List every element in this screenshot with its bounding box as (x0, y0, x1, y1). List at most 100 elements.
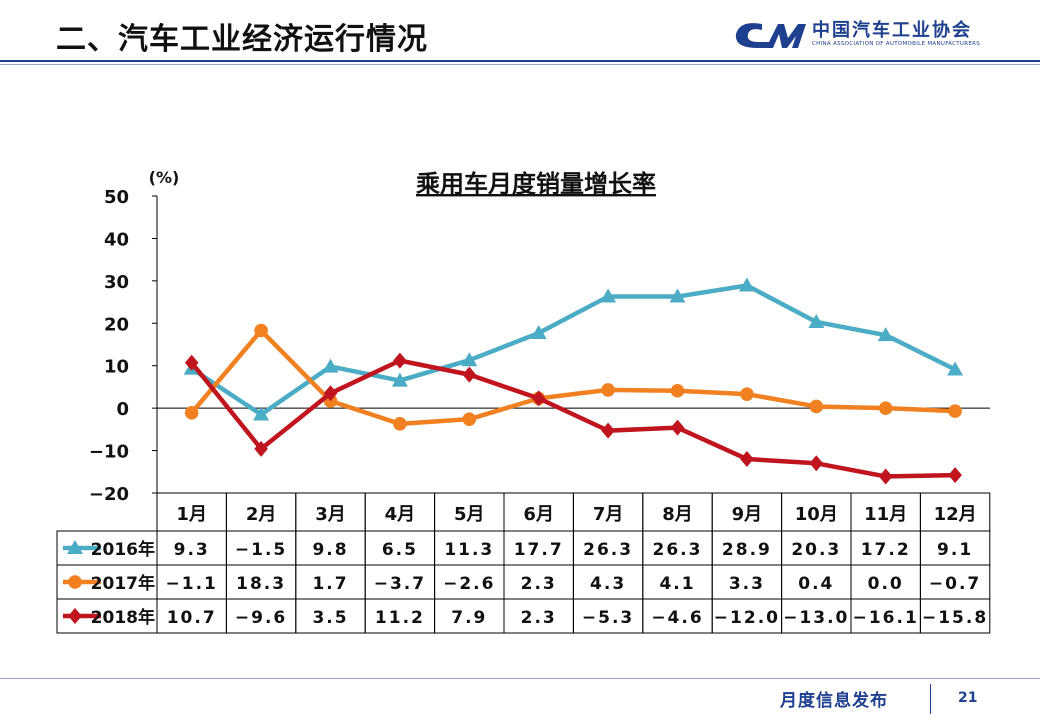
growth-rate-chart: 乘用车月度销量增长率 (%) 50 40 30 20 10 0 −10 −20 1月 2月 3月 4… (56, 168, 991, 634)
value-label: 28.9 (722, 540, 772, 560)
value-label: −0.7 (929, 574, 981, 594)
value-label: 10.7 (167, 608, 217, 628)
header-rule (0, 60, 1040, 62)
data-point (878, 401, 893, 415)
value-label: 11.2 (375, 608, 425, 628)
data-point (809, 455, 824, 472)
data-point (948, 467, 962, 484)
value-label: −13.0 (783, 608, 849, 628)
data-point (877, 327, 894, 342)
value-label: 0.0 (868, 574, 904, 594)
chart-title: 乘用车月度销量增长率 (415, 170, 656, 198)
category-label: 4月 (385, 504, 416, 525)
series-line (189, 328, 956, 427)
legend-label: 2016年 (91, 539, 155, 560)
footer-label: 月度信息发布 (780, 691, 888, 711)
value-label: −12.0 (714, 608, 780, 628)
data-point (809, 399, 824, 414)
data-point (600, 288, 617, 303)
data-point (462, 412, 477, 426)
value-label: 26.3 (583, 540, 633, 560)
data-point (947, 361, 964, 376)
series-1 (183, 277, 964, 421)
y-tick-label: 10 (104, 357, 129, 378)
value-label: 18.3 (236, 574, 286, 594)
data-point (601, 383, 615, 397)
data-point (740, 387, 754, 401)
value-label: −2.6 (443, 574, 495, 594)
value-label: 2.3 (521, 574, 557, 594)
value-label: 6.5 (382, 540, 418, 560)
value-label: −1.5 (235, 540, 287, 560)
data-point (323, 385, 338, 402)
logo-name: 中国汽车工业协会 (812, 20, 972, 41)
data-point (253, 406, 270, 421)
value-label: 20.3 (791, 540, 841, 560)
value-label: 9.8 (312, 540, 348, 560)
y-tick-label: 40 (104, 229, 129, 250)
legend-label: 2018年 (91, 607, 155, 628)
data-point (948, 404, 962, 418)
data-point (740, 451, 754, 468)
value-label: 7.9 (451, 608, 487, 628)
legend-marker (68, 575, 82, 589)
cam-logo-icon (735, 23, 806, 48)
category-label: 9月 (732, 504, 763, 525)
data-point (393, 352, 407, 369)
category-label: 1月 (176, 504, 207, 525)
data-point (322, 358, 339, 373)
data-point (670, 383, 685, 398)
y-tick-label: 20 (104, 314, 129, 335)
data-point (184, 406, 199, 420)
page-number: 21 (958, 690, 978, 706)
value-label: 9.1 (937, 540, 973, 560)
footer-divider (930, 684, 931, 714)
value-label: −5.3 (582, 608, 634, 628)
category-label: 8月 (662, 504, 693, 525)
logo: 中国汽车工业协会 CHINA ASSOCIATION OF AUTOMOBILE… (732, 14, 1002, 56)
legend-marker (67, 540, 83, 554)
category-label: 10月 (795, 504, 838, 525)
header-rule-thin (0, 64, 1040, 65)
slide-title: 二、汽车工业经济运行情况 (56, 22, 428, 57)
series-line (190, 283, 957, 417)
data-point (670, 419, 685, 436)
data-point (254, 323, 268, 338)
value-label: 0.4 (798, 574, 834, 594)
data-point (669, 288, 686, 303)
y-axis-unit-label: (%) (149, 168, 180, 187)
category-label: 12月 (934, 504, 977, 525)
category-label: 11月 (864, 504, 907, 525)
value-label: 26.3 (653, 540, 703, 560)
value-label: −3.7 (374, 574, 426, 594)
data-point (601, 422, 615, 439)
value-label: 3.5 (312, 608, 348, 628)
data-point (184, 354, 199, 371)
data-point (531, 390, 546, 407)
plot-area (183, 277, 964, 485)
data-point (530, 325, 547, 340)
data-point (461, 352, 478, 367)
value-label: 9.3 (174, 540, 210, 560)
data-point (393, 417, 407, 431)
value-label: 17.7 (514, 540, 564, 560)
y-tick-label: −20 (89, 484, 129, 505)
footer-rule (0, 678, 1040, 679)
data-table: 1月 2月 3月 4月 5月 6月 7月 8月 9月 10月 11月 12月 2016年 9.3 −1.5 9… (56, 492, 991, 634)
value-label: 4.1 (659, 574, 695, 594)
y-tick-label: 30 (104, 272, 129, 293)
data-point (462, 366, 477, 383)
y-tick-label: 0 (116, 399, 129, 420)
value-label: −15.8 (922, 608, 988, 628)
data-point (391, 372, 408, 387)
value-label: 17.2 (861, 540, 911, 560)
category-label: 5月 (454, 504, 485, 525)
legend-label: 2017年 (91, 573, 155, 594)
value-label: 2.3 (521, 608, 557, 628)
y-tick-label: 50 (104, 187, 129, 208)
value-label: 3.3 (729, 574, 765, 594)
legend-marker (68, 608, 82, 624)
value-label: 4.3 (590, 574, 626, 594)
y-axis: 50 40 30 20 10 0 −10 −20 (89, 187, 990, 505)
value-label: −9.6 (235, 608, 287, 628)
